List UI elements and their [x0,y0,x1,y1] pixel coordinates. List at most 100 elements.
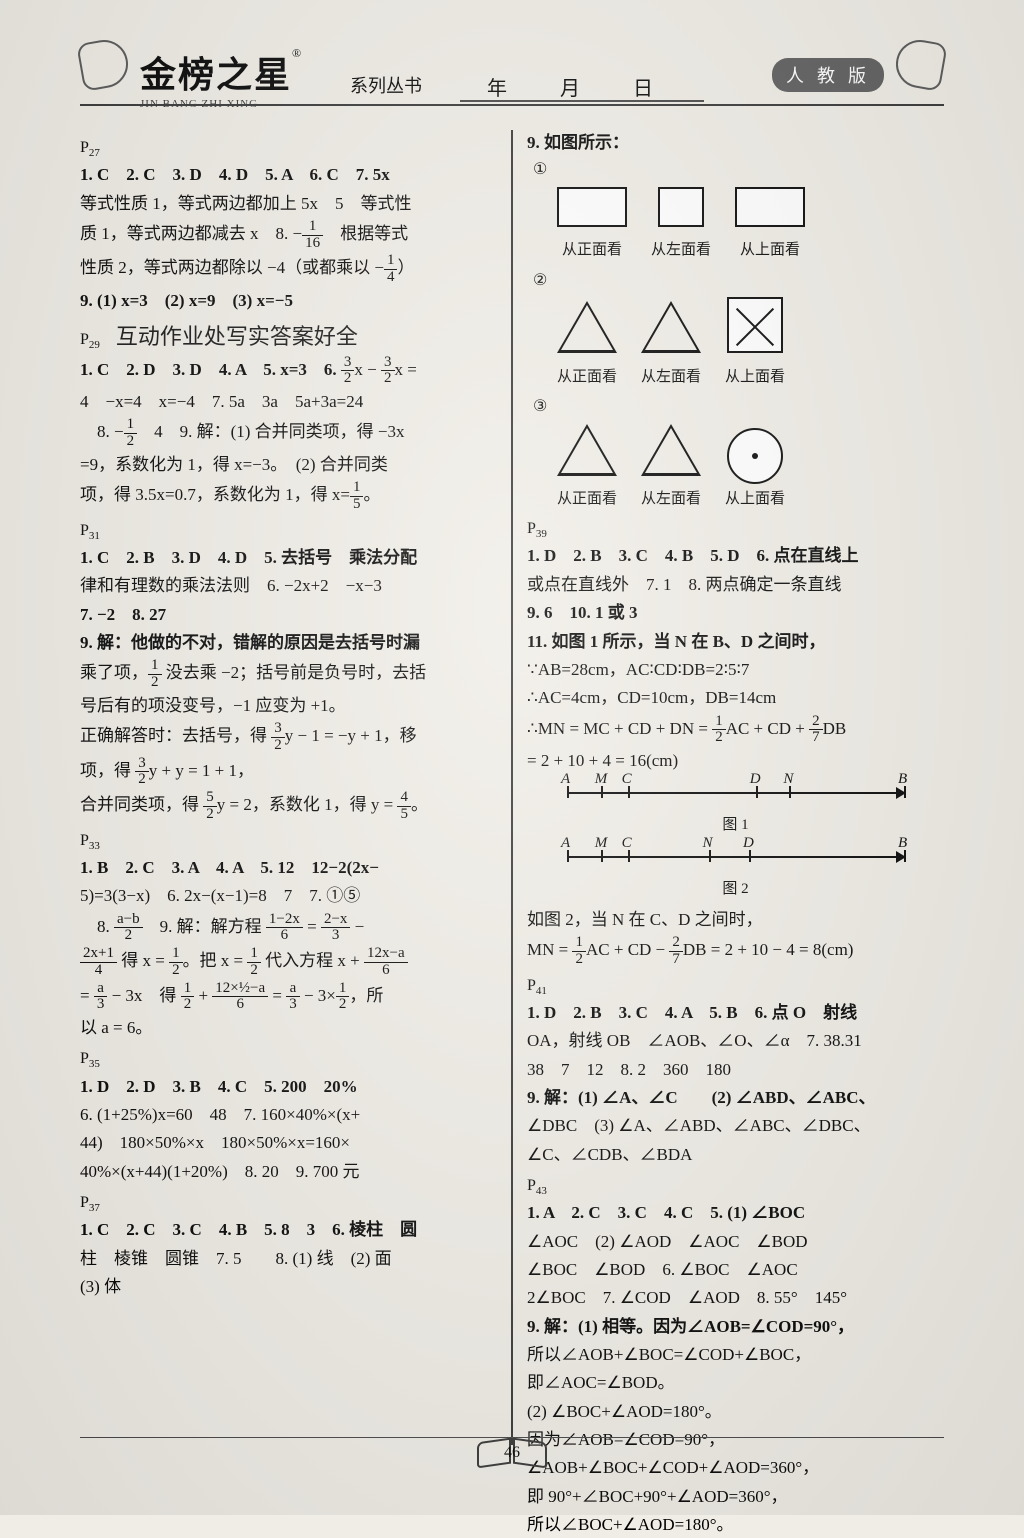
triangle-icon [557,424,617,476]
text-line: 柱 棱锥 圆锥 7. 5 8. (1) 线 (2) 面 [80,1246,497,1272]
ornament-left [80,40,128,88]
edition-badge: 人 教 版 [772,58,884,92]
text-line: ∠C、∠CDB、∠BDA [527,1142,944,1168]
section-p43: P43 [527,1174,944,1200]
fig-caption: 图 1 [527,814,944,837]
registered-mark: ® [292,46,301,60]
text-line: 1. D 2. D 3. B 4. C 5. 200 20% [80,1074,497,1100]
text-line: (3) 体 [80,1274,497,1300]
row-marker: ① [533,158,944,183]
square-x-icon [727,297,783,353]
text-line: 6. (1+25%)x=60 48 7. 160×40%×(x+ [80,1102,497,1128]
text-line: 38 7 12 8. 2 360 180 [527,1057,944,1083]
triangle-icon [641,301,701,353]
text-line: 7. −2 8. 27 [80,602,497,628]
views-row-1: 从正面看 从左面看 从上面看 [557,187,944,263]
ornament-right [896,40,944,88]
date-line: 年 月 日 [460,72,704,102]
brand-title: 金榜之星 [140,55,292,95]
text-line: 1. D 2. B 3. C 4. A 5. B 6. 点 O 射线 [527,1000,944,1026]
number-line-2: AMCNDB [567,846,904,876]
text-line: 律和有理数的乘法法则 6. −2x+2 −x−3 [80,573,497,599]
rect-icon [658,187,704,227]
text-line: (2) ∠BOC+∠AOD=180°。 [527,1399,944,1425]
text-line: OA，射线 OB ∠AOB、∠O、∠α 7. 38.31 [527,1028,944,1054]
text-line: 号后有的项没变号，−1 应变为 +1。 [80,693,497,719]
text-line: 1. C 2. C 3. D 4. D 5. A 6. C 7. 5x [80,162,497,188]
rect-icon [735,187,805,227]
fig-caption: 图 2 [527,878,944,901]
series-label: 系列丛书 [350,72,422,98]
text-line: 1. D 2. B 3. C 4. B 5. D 6. 点在直线上 [527,543,944,569]
views-row-2: 从正面看 从左面看 从上面看 [557,297,944,389]
row-marker: ② [533,269,944,294]
text-line: ∠AOC (2) ∠AOD ∠AOC ∠BOD [527,1229,944,1255]
text-line: 1. C 2. D 3. D 4. A 5. x=3 6. 32x − 32x … [80,355,497,388]
text-line: 1. B 2. C 3. A 4. A 5. 12 12−2(2x− [80,855,497,881]
section-p31: P31 [80,519,497,545]
text-line: 以 a = 6。 [80,1015,497,1041]
text-line: 8. a−b2 9. 解：解方程 1−2x6 = 2−x3 − [80,912,497,945]
text-line: 乘了项，12 没去乘 −2；括号前是负号时，去括 [80,658,497,691]
text-line: 44) 180×50%×x 180×50%×x=160× [80,1130,497,1156]
number-line-1: AMCDNB [567,782,904,812]
section-p39: P39 [527,517,944,543]
text-line: 所以∠AOB+∠BOC=∠COD+∠BOC， [527,1342,944,1368]
text-line: 9. 如图所示： [527,130,944,156]
text-line: 9. 解：(1) ∠A、∠C (2) ∠ABD、∠ABC、 [527,1085,944,1111]
text-line: 4 −x=4 x=−4 7. 5a 3a 5a+3a=24 [80,389,497,415]
section-p27: P27 [80,136,497,162]
text-line: 合并同类项，得 52y = 2，系数化 1，得 y = 45。 [80,790,497,823]
text-line: 9. 解：他做的不对，错解的原因是去括号时漏 [80,630,497,656]
page-header: 金榜之星® JIN BANG ZHI XING 系列丛书 年 月 日 人 教 版 [80,40,944,118]
circle-dot-icon [727,428,783,484]
text-line: 项，得 3.5x=0.7，系数化为 1，得 x=15。 [80,480,497,513]
text-line: 如图 2，当 N 在 C、D 之间时， [527,907,944,933]
text-line: 2∠BOC 7. ∠COD ∠AOD 8. 55° 145° [527,1285,944,1311]
text-line: 所以∠BOC+∠AOD=180°。 [527,1512,944,1538]
text-line: ∴AC=4cm，CD=10cm，DB=14cm [527,685,944,711]
text-line: 8. −12 4 9. 解：(1) 合并同类项，得 −3x [80,417,497,450]
text-line: 正确解答时：去括号，得 32y − 1 = −y + 1，移 [80,721,497,754]
handwriting: 互动作业处写实答案好全 [116,324,358,349]
section-p35: P35 [80,1047,497,1073]
section-p33: P33 [80,829,497,855]
text-line: 项，得 32y + y = 1 + 1， [80,756,497,789]
section-p41: P41 [527,974,944,1000]
text-line: ∠BOC ∠BOD 6. ∠BOC ∠AOC [527,1257,944,1283]
header-rule [80,104,944,106]
text-line: 11. 如图 1 所示，当 N 在 B、D 之间时， [527,629,944,655]
section-p37: P37 [80,1191,497,1217]
text-line: 5)=3(3−x) 6. 2x−(x−1)=8 7 7. ①⑤ [80,883,497,909]
text-line: 9. (1) x=3 (2) x=9 (3) x=−5 [80,288,497,314]
triangle-icon [641,424,701,476]
row-marker: ③ [533,395,944,420]
section-p29: P29 互动作业处写实答案好全 [80,320,497,354]
text-line: 即∠AOC=∠BOD。 [527,1370,944,1396]
text-line: MN = 12AC + CD − 27DB = 2 + 10 − 4 = 8(c… [527,935,944,968]
text-line: 即 90°+∠BOC+90°+∠AOD=360°， [527,1484,944,1510]
text-line: 或点在直线外 7. 1 8. 两点确定一条直线 [527,572,944,598]
text-line: =9，系数化为 1，得 x=−3。 (2) 合并同类 [80,452,497,478]
text-line: = a3 − 3x 得 12 + 12×½−a6 = a3 − 3×12，所 [80,981,497,1014]
rect-icon [557,187,627,227]
page-footer: 46 [80,1431,944,1475]
left-column: P27 1. C 2. C 3. D 4. D 5. A 6. C 7. 5x … [80,130,511,1445]
right-column: 9. 如图所示： ① 从正面看 从左面看 从上面看 ② 从正面看 从左面看 从上… [513,130,944,1445]
text-line: 等式性质 1，等式两边都加上 5x 5 等式性 [80,191,497,217]
text-line: ∠DBC (3) ∠A、∠ABD、∠ABC、∠DBC、 [527,1113,944,1139]
views-row-3: 从正面看 从左面看 从上面看 [557,424,944,512]
triangle-icon [557,301,617,353]
text-line: 质 1，等式两边都减去 x 8. −116 根据等式 [80,219,497,252]
book-icon: 46 [477,1440,547,1470]
text-line: 性质 2，等式两边都除以 −4（或都乘以 −14） [80,253,497,286]
text-line: 1. C 2. C 3. C 4. B 5. 8 3 6. 棱柱 圆 [80,1217,497,1243]
brand: 金榜之星® JIN BANG ZHI XING [140,46,301,110]
text-line: 1. C 2. B 3. D 4. D 5. 去括号 乘法分配 [80,545,497,571]
text-line: 9. 解：(1) 相等。因为∠AOB=∠COD=90°， [527,1314,944,1340]
text-line: 9. 6 10. 1 或 3 [527,600,944,626]
text-line: 2x+14 得 x = 12。把 x = 12 代入方程 x + 12x−a6 [80,946,497,979]
text-line: ∴MN = MC + CD + DN = 12AC + CD + 27DB [527,714,944,747]
text-line: ∵AB=28cm，AC∶CD∶DB=2∶5∶7 [527,657,944,683]
page-number: 46 [477,1444,547,1462]
